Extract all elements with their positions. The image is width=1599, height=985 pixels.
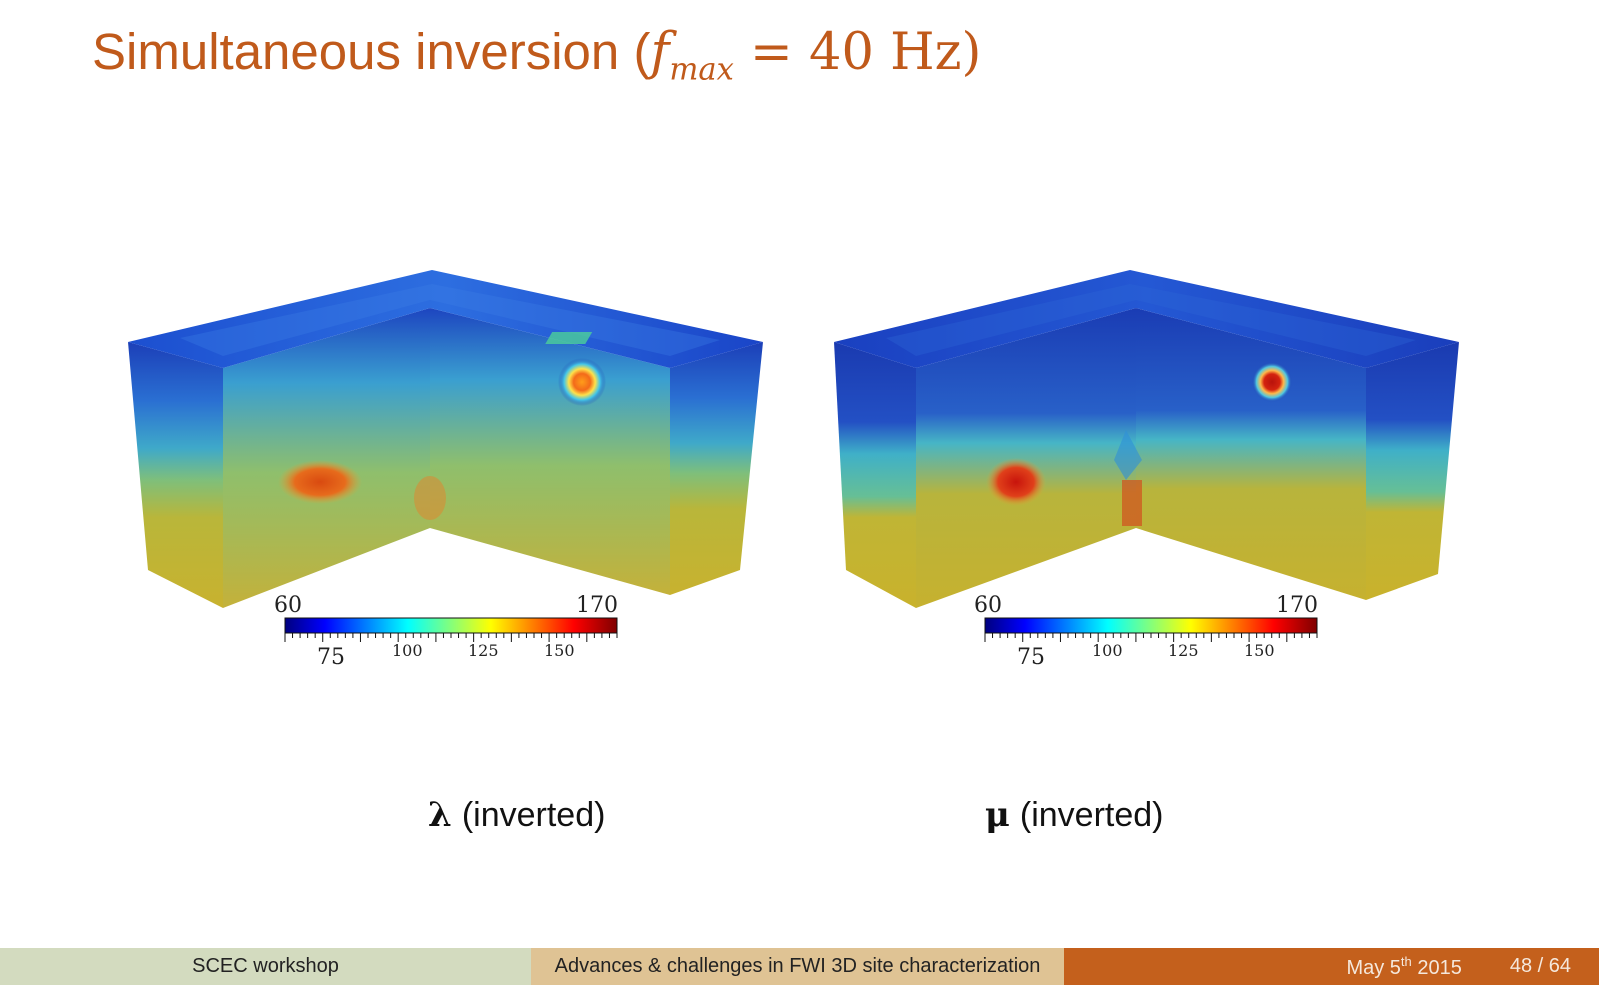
mu-colorbar: 60 170 75 100 125 150: [974, 593, 1318, 670]
mu-caption: μ (inverted): [985, 795, 1164, 835]
colorbar-max-label: 170: [576, 593, 618, 618]
footer-event: SCEC workshop: [0, 948, 531, 985]
colorbar-tick-150: 150: [544, 641, 575, 660]
colorbar-tick-100: 100: [1092, 641, 1123, 660]
colorbar-tick-75: 75: [1017, 645, 1045, 670]
lambda-caption-text: (inverted): [461, 796, 606, 834]
colorbar-tick-125: 125: [1168, 641, 1199, 660]
footer-date-sup: th: [1400, 953, 1412, 969]
low-velocity-ring: [558, 358, 606, 406]
left-outer-face: [834, 342, 916, 608]
title-subscript: max: [669, 52, 734, 88]
front-outer-face: [223, 308, 430, 608]
footer-talk-title-text: Advances & challenges in FWI 3D site cha…: [554, 955, 1041, 977]
footer-talk-title: Advances & challenges in FWI 3D site cha…: [531, 948, 1064, 985]
footer-date-prefix: May 5: [1346, 956, 1401, 979]
colorbar-max-label: 170: [1276, 593, 1318, 618]
mu-caption-text: (inverted): [1019, 796, 1164, 834]
high-value-anomaly: [278, 460, 362, 504]
top-face: [834, 270, 1459, 368]
right-outer-face: [1366, 342, 1459, 600]
low-velocity-ring: [1252, 362, 1292, 402]
colorbar-tick-150: 150: [1244, 641, 1275, 660]
colorbar-tick-75: 75: [317, 645, 345, 670]
mu-model-figure: 60 170 75 100 125 150: [826, 270, 1486, 690]
slide-footer: SCEC workshop Advances & challenges in F…: [0, 948, 1599, 985]
colorbar-min-label: 60: [974, 593, 1002, 618]
footer-event-text: SCEC workshop: [192, 955, 339, 977]
lambda-caption: λ (inverted): [428, 795, 605, 835]
slide-title: Simultaneous inversion (fmax = 40 Hz): [92, 22, 981, 88]
mu-volume-render: 60 170 75 100 125 150: [834, 270, 1459, 670]
colorbar-tick-125: 125: [468, 641, 499, 660]
high-value-anomaly: [986, 458, 1046, 506]
title-text: Simultaneous inversion (: [92, 23, 651, 80]
footer-date-page: May 5th 2015 48 / 64: [1064, 948, 1599, 985]
title-suffix: = 40 Hz): [733, 23, 982, 82]
top-face: [128, 270, 763, 368]
colorbar-min-label: 60: [274, 593, 302, 618]
footer-date-year: 2015: [1417, 956, 1462, 979]
footer-page-number: 48 / 64: [1509, 955, 1571, 977]
lambda-colorbar: 60 170 75 100 125 150: [274, 593, 618, 670]
lambda-model-figure: 60 170 75 100 125 150: [120, 270, 780, 690]
title-math: fmax: [650, 23, 733, 88]
footer-date: May 5th 2015: [1346, 954, 1461, 980]
left-outer-face: [128, 342, 223, 608]
front-outer-face: [916, 308, 1136, 608]
mu-symbol: μ: [985, 795, 1010, 835]
right-outer-face: [670, 342, 763, 595]
title-variable: f: [650, 23, 670, 82]
right-inner-face: [430, 308, 670, 595]
lambda-symbol: λ: [428, 795, 452, 835]
right-inner-face: [1136, 308, 1366, 600]
colorbar-tick-100: 100: [392, 641, 423, 660]
lambda-volume-render: 60 170 75 100 125 150: [128, 270, 763, 670]
